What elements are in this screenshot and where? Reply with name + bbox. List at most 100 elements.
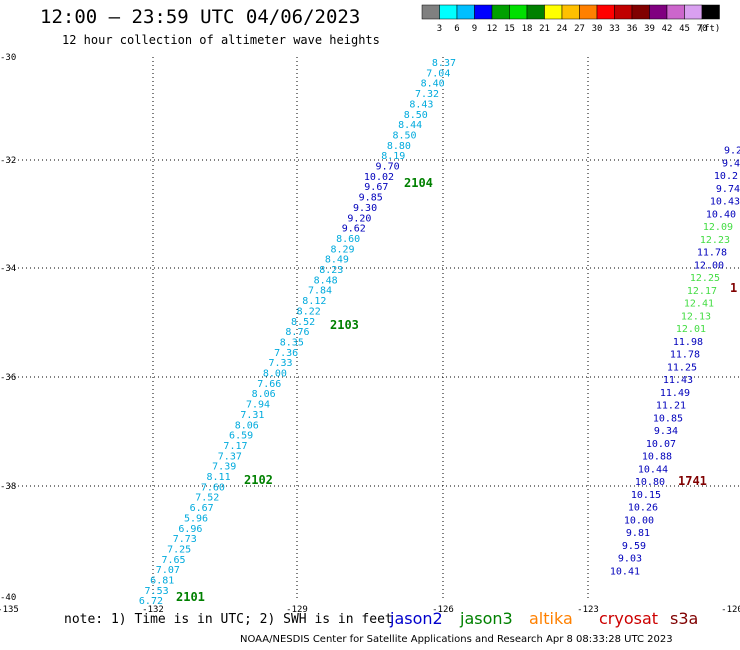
wave-height-label: 8.52	[291, 317, 315, 328]
wave-height-label: 7.52	[195, 493, 219, 504]
wave-height-label: 8.50	[392, 130, 416, 141]
wave-height-label: 11.98	[673, 337, 703, 348]
legend-altika: altika	[529, 609, 573, 628]
legend-swatch	[545, 5, 563, 19]
wave-height-map: 12:00 — 23:59 UTC 04/06/2023 12 hour col…	[0, 0, 740, 650]
wave-height-label: 8.48	[314, 275, 338, 286]
wave-height-label: 12.23	[700, 235, 730, 246]
wave-height-label: 8.37	[432, 58, 456, 69]
pass-time-label: 2101	[176, 590, 205, 604]
wave-height-label: 11.49	[660, 388, 690, 399]
legend-swatch	[650, 5, 668, 19]
legend-jason3: jason3	[460, 609, 513, 628]
legend-swatch	[685, 5, 703, 19]
wave-height-label: 8.23	[319, 265, 343, 276]
legend-label: 6	[454, 24, 459, 34]
legend-swatch	[422, 5, 440, 19]
footer-note: note: 1) Time is in UTC; 2) SWH is in fe…	[64, 612, 393, 627]
legend-swatch	[510, 5, 528, 19]
legend-label: 9	[472, 24, 477, 34]
wave-height-label: 7.84	[308, 286, 332, 297]
wave-height-label: 7.33	[269, 358, 293, 369]
pass-time-label: 1741	[678, 474, 707, 488]
wave-height-label: 8.06	[235, 420, 259, 431]
lat-tick-label: -40	[0, 593, 16, 603]
wave-height-label: 9.20	[347, 213, 371, 224]
legend-s3a: s3a	[670, 609, 698, 628]
wave-height-label: 11.78	[670, 350, 700, 361]
wave-height-label: 8.35	[280, 337, 304, 348]
legend-swatch	[527, 5, 545, 19]
wave-height-label: 8.12	[302, 296, 326, 307]
lon-tick-label: -120	[721, 605, 740, 615]
wave-height-label: 9.03	[618, 554, 642, 565]
lon-tick-label: -135	[0, 605, 19, 615]
footer-credit: NOAA/NESDIS Center for Satellite Applica…	[240, 634, 673, 645]
wave-height-label: 10.41	[610, 566, 640, 577]
wave-height-label: 6.96	[178, 524, 202, 535]
wave-height-label: 8.76	[285, 327, 309, 338]
wave-height-label: 10.80	[635, 477, 665, 488]
legend-swatch	[440, 5, 458, 19]
wave-height-label: 8.50	[404, 110, 428, 121]
wave-height-label: 9.74	[716, 184, 740, 195]
legend-label: (ft)	[699, 24, 721, 34]
wave-height-label: 12.01	[676, 324, 706, 335]
lat-tick-label: -30	[0, 53, 16, 63]
wave-height-label: 6.72	[139, 596, 163, 607]
wave-height-label: 9.67	[364, 182, 388, 193]
legend-swatch	[457, 5, 475, 19]
wave-height-label: 8.22	[297, 306, 321, 317]
wave-height-label: 9.85	[359, 193, 383, 204]
legend-label: 30	[592, 24, 603, 34]
wave-height-label: 10.15	[631, 490, 661, 501]
lat-tick-label: -38	[0, 482, 16, 492]
wave-height-label: 6.81	[150, 576, 174, 587]
wave-height-label: 7.65	[161, 555, 185, 566]
wave-height-label: 7.32	[415, 89, 439, 100]
wave-height-label: 8.11	[207, 472, 231, 483]
wave-height-label: 7.36	[274, 348, 298, 359]
pass-time-label: 1	[730, 281, 737, 295]
wave-height-label: 7.37	[218, 451, 242, 462]
wave-height-label: 9.30	[353, 203, 377, 214]
wave-height-label: 10.26	[628, 503, 658, 514]
map-canvas: 36912151821242730333639424570(ft)-135-13…	[0, 0, 740, 650]
wave-height-label: 8.44	[398, 120, 422, 131]
wave-height-label: 8.06	[252, 389, 276, 400]
legend-swatch	[702, 5, 720, 19]
wave-height-label: 8.29	[330, 244, 354, 255]
wave-height-label: 7.25	[167, 544, 191, 555]
wave-height-label: 12.00	[694, 260, 724, 271]
wave-height-label: 10.44	[638, 464, 668, 475]
wave-height-label: 8.49	[325, 255, 349, 266]
wave-height-label: 7.31	[240, 410, 264, 421]
legend-label: 36	[627, 24, 638, 34]
wave-height-label: 9.59	[622, 541, 646, 552]
legend-swatch	[562, 5, 580, 19]
wave-height-label: 9.62	[342, 224, 366, 235]
legend-swatch	[492, 5, 510, 19]
legend-swatch	[475, 5, 493, 19]
wave-height-label: 8.80	[387, 141, 411, 152]
legend-jason2: jason2	[390, 609, 443, 628]
wave-height-label: 7.73	[173, 534, 197, 545]
pass-time-label: 2104	[404, 176, 433, 190]
lon-tick-label: -123	[577, 605, 599, 615]
wave-height-label: 10.2	[714, 171, 738, 182]
legend-swatch	[667, 5, 685, 19]
wave-height-label: 11.78	[697, 248, 727, 259]
lat-tick-label: -32	[0, 156, 16, 166]
wave-height-label: 8.19	[381, 151, 405, 162]
wave-height-label: 6.67	[190, 503, 214, 514]
wave-height-label: 12.41	[684, 299, 714, 310]
wave-height-label: 5.96	[184, 513, 208, 524]
legend-label: 12	[487, 24, 498, 34]
wave-height-label: 10.40	[706, 209, 736, 220]
legend-swatch	[632, 5, 650, 19]
legend-label: 27	[574, 24, 585, 34]
wave-height-label: 7.04	[426, 68, 450, 79]
legend-label: 39	[644, 24, 655, 34]
wave-height-label: 12.17	[687, 286, 717, 297]
wave-height-label: 11.21	[656, 401, 686, 412]
